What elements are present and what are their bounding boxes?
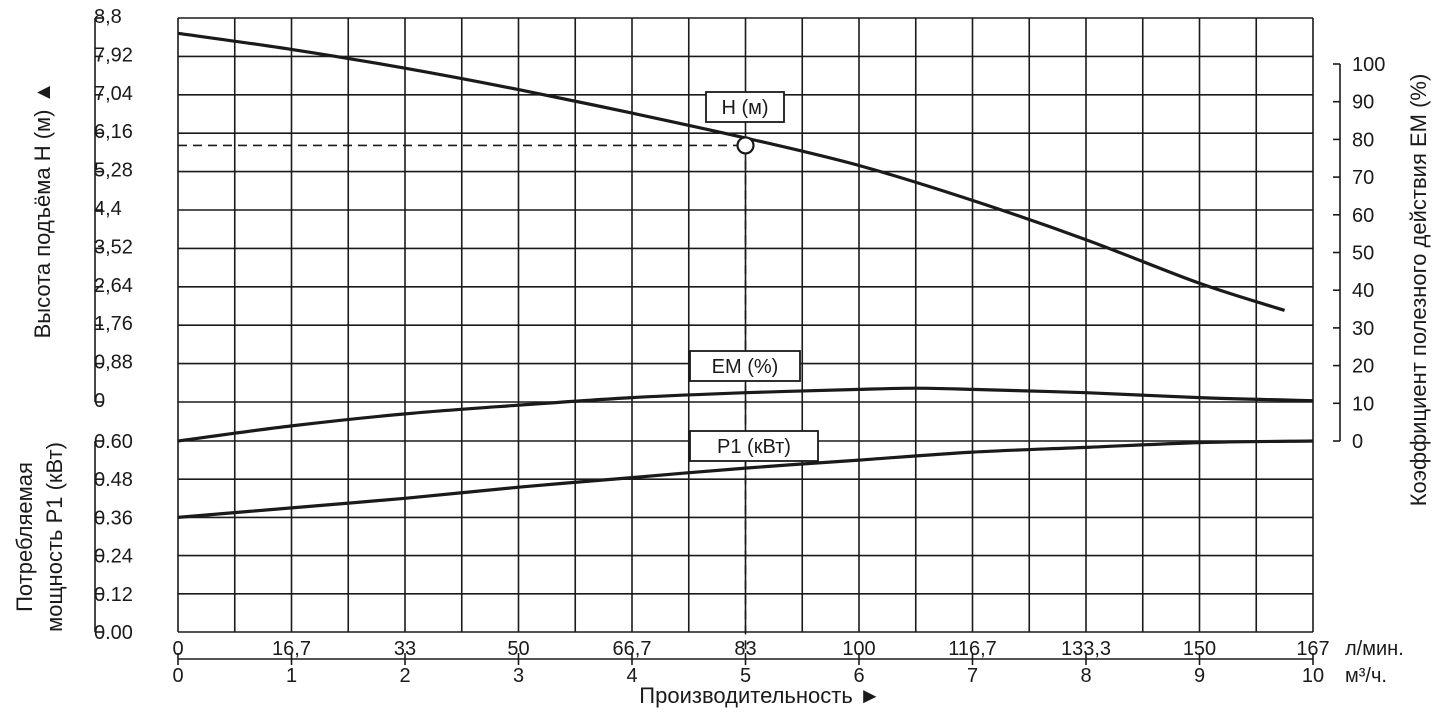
tick-labels: 0 0,88 1,76 2,64 3,52 4,4 5,28 6,16 7,04 7,92 8,8 0… — [94, 6, 1385, 687]
y-efficiency-tick-label: 50 — [1352, 243, 1374, 265]
y-head-tick-label: 7,04 — [94, 83, 133, 105]
y-axis-title-head: Высота подъёма H (м) ▲ — [30, 82, 55, 339]
y-efficiency-tick-label: 40 — [1352, 280, 1374, 302]
y-efficiency-tick-label: 10 — [1352, 393, 1374, 415]
y-head-tick-label: 0 — [94, 390, 105, 412]
y-power-tick-label: 0.36 — [94, 507, 133, 529]
y-efficiency-tick-label: 0 — [1352, 431, 1363, 453]
y-power-tick-label: 0.60 — [94, 431, 133, 453]
svg-text:P1 (кВт): P1 (кВт) — [717, 436, 791, 458]
series-label-head: H (м) — [705, 91, 785, 123]
x-tick-label-lmin: 83 — [734, 638, 756, 660]
x-tick-label-m3h: 1 — [286, 665, 297, 687]
y-axis-title-power-line2: мощность Р1 (кВт) — [42, 442, 67, 632]
y-efficiency-tick-label: 80 — [1352, 129, 1374, 151]
y-efficiency-tick-label: 60 — [1352, 205, 1374, 227]
y-efficiency-tick-label: 90 — [1352, 92, 1374, 114]
x-tick-label-m3h: 5 — [740, 665, 751, 687]
x-tick-label-lmin: 0 — [172, 638, 183, 660]
y-power-tick-label: 0.00 — [94, 622, 133, 644]
y-power-tick-label: 0.48 — [94, 469, 133, 491]
y-head-tick-label: 2,64 — [94, 275, 133, 297]
x-tick-label-m3h: 7 — [967, 665, 978, 687]
x-axis-title: Производительность ► — [639, 683, 880, 708]
x-tick-label-lmin: 66,7 — [613, 638, 652, 660]
x-tick-label-lmin: 150 — [1183, 638, 1216, 660]
series-label-efficiency: EM (%) — [689, 350, 801, 382]
x-tick-label-m3h: 8 — [1080, 665, 1091, 687]
y-axis-title-power-line1: Потребляемая — [12, 462, 37, 612]
axes — [94, 17, 1341, 665]
y-head-tick-label: 8,8 — [94, 6, 122, 28]
y-efficiency-tick-label: 30 — [1352, 318, 1374, 340]
operating-point-marker — [736, 136, 755, 155]
y-power-tick-label: 0.24 — [94, 546, 133, 568]
y-head-tick-label: 5,28 — [94, 160, 133, 182]
x-tick-label-m3h: 3 — [513, 665, 524, 687]
x-unit-m3h: м³/ч. — [1345, 665, 1387, 687]
x-tick-label-m3h: 2 — [399, 665, 410, 687]
x-tick-label-m3h: 4 — [626, 665, 637, 687]
y-head-tick-label: 1,76 — [94, 313, 133, 335]
x-tick-label-m3h: 9 — [1194, 665, 1205, 687]
x-tick-label-lmin: 16,7 — [272, 638, 311, 660]
y-power-tick-label: 0.12 — [94, 584, 133, 606]
x-tick-label-lmin: 116,7 — [948, 638, 997, 660]
y-axis-title-efficiency: Коэффициент полезного действия ЕМ (%) — [1406, 74, 1431, 507]
x-tick-label-lmin: 100 — [842, 638, 875, 660]
y-efficiency-tick-label: 70 — [1352, 167, 1374, 189]
y-efficiency-tick-label: 20 — [1352, 356, 1374, 378]
x-tick-label-lmin: 167 — [1296, 638, 1329, 660]
x-tick-label-m3h: 0 — [172, 665, 183, 687]
efficiency-curve — [177, 386, 1314, 443]
x-tick-label-m3h: 6 — [853, 665, 864, 687]
x-tick-label-lmin: 133,3 — [1061, 638, 1111, 660]
x-unit-lmin: л/мин. — [1345, 638, 1404, 660]
y-head-tick-label: 0,88 — [94, 352, 133, 374]
y-head-tick-label: 6,16 — [94, 121, 133, 143]
svg-text:H (м): H (м) — [721, 97, 768, 119]
svg-text:EM (%): EM (%) — [712, 356, 779, 378]
y-head-tick-label: 7,92 — [94, 44, 133, 66]
y-efficiency-tick-label: 100 — [1352, 54, 1385, 76]
power-curve — [177, 439, 1314, 519]
y-head-tick-label: 4,4 — [94, 198, 122, 220]
x-tick-label-lmin: 50 — [507, 638, 529, 660]
x-tick-label-lmin: 33 — [394, 638, 416, 660]
x-tick-label-m3h: 10 — [1302, 665, 1324, 687]
operating-point-guides — [178, 144, 747, 653]
y-head-tick-label: 3,52 — [94, 236, 133, 258]
curves — [177, 31, 1314, 519]
series-label-power: P1 (кВт) — [689, 430, 819, 462]
